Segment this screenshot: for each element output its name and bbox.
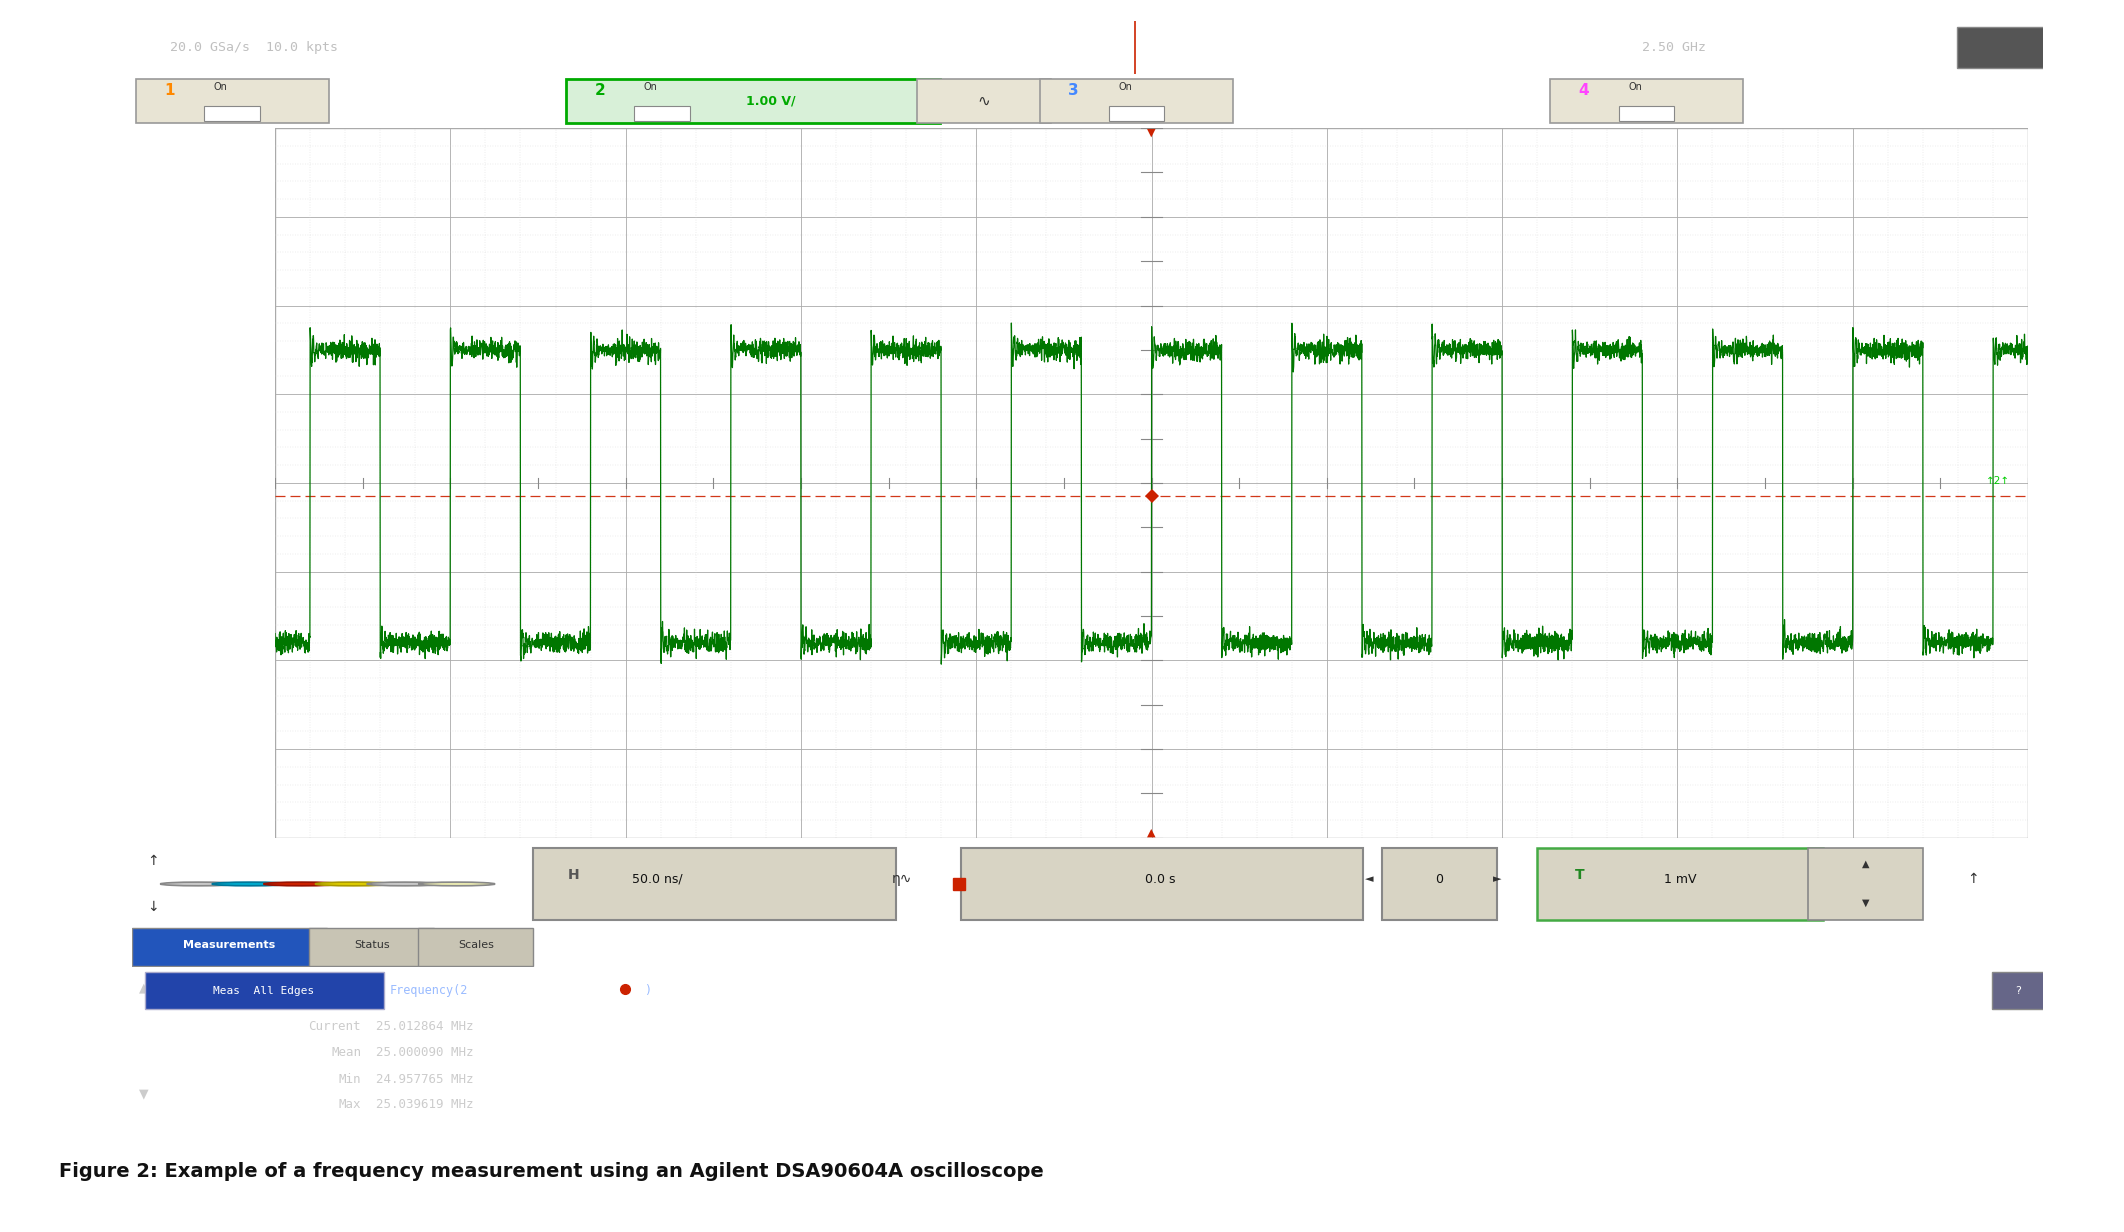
FancyBboxPatch shape: [565, 79, 941, 123]
Text: ↑: ↑: [147, 854, 159, 867]
Text: ↑2↑: ↑2↑: [1986, 476, 2011, 485]
Text: T: T: [1574, 867, 1585, 882]
Text: ↓: ↓: [147, 901, 159, 914]
Text: ◄: ◄: [1364, 875, 1374, 885]
Text: Scales: Scales: [459, 940, 493, 950]
Text: 24.957765 MHz: 24.957765 MHz: [376, 1073, 474, 1085]
Text: 25.039619 MHz: 25.039619 MHz: [376, 1098, 474, 1111]
Text: ?: ?: [2016, 986, 2022, 995]
Text: 1.00 V/: 1.00 V/: [746, 95, 796, 107]
Text: ▲: ▲: [1147, 828, 1155, 838]
FancyBboxPatch shape: [1109, 106, 1164, 121]
Text: 50.0 ns/: 50.0 ns/: [633, 872, 682, 886]
Text: On: On: [1117, 83, 1132, 92]
Text: Max: Max: [338, 1098, 361, 1111]
FancyBboxPatch shape: [962, 848, 1364, 920]
FancyBboxPatch shape: [1618, 106, 1674, 121]
Circle shape: [367, 882, 444, 886]
Text: ▲: ▲: [1863, 859, 1869, 869]
FancyBboxPatch shape: [1383, 848, 1497, 920]
FancyBboxPatch shape: [204, 106, 259, 121]
FancyBboxPatch shape: [918, 79, 1051, 123]
Text: 1 mV: 1 mV: [1663, 872, 1697, 886]
Circle shape: [159, 882, 236, 886]
Circle shape: [212, 882, 289, 886]
Text: Status: Status: [355, 940, 389, 950]
FancyBboxPatch shape: [144, 972, 384, 1009]
FancyBboxPatch shape: [533, 848, 896, 920]
Text: 0: 0: [1436, 872, 1442, 886]
Text: H: H: [567, 867, 580, 882]
FancyBboxPatch shape: [136, 79, 329, 123]
Text: ▼: ▼: [1863, 897, 1869, 908]
FancyBboxPatch shape: [1808, 848, 1922, 920]
Text: 1: 1: [164, 83, 174, 97]
Circle shape: [263, 882, 340, 886]
Text: ∿: ∿: [977, 94, 990, 108]
Text: ): ): [644, 984, 652, 997]
Text: Measurements: Measurements: [183, 940, 276, 950]
Text: Mean: Mean: [331, 1046, 361, 1060]
Circle shape: [418, 882, 495, 886]
Text: 25.000090 MHz: 25.000090 MHz: [376, 1046, 474, 1060]
Text: Frequency(2: Frequency(2: [391, 984, 467, 997]
Text: 4: 4: [1578, 83, 1589, 97]
Text: On: On: [215, 83, 227, 92]
Text: 3: 3: [1068, 83, 1079, 97]
Text: 2: 2: [595, 83, 605, 97]
FancyBboxPatch shape: [1039, 79, 1232, 123]
Text: 0.0 s: 0.0 s: [1145, 872, 1175, 886]
Text: ▲: ▲: [140, 982, 149, 994]
FancyBboxPatch shape: [1956, 27, 2050, 68]
Text: —: —: [1999, 42, 2007, 53]
Text: ►: ►: [1493, 875, 1502, 885]
Circle shape: [314, 882, 391, 886]
FancyBboxPatch shape: [132, 928, 327, 966]
FancyBboxPatch shape: [418, 928, 533, 966]
FancyBboxPatch shape: [1536, 848, 1822, 920]
FancyBboxPatch shape: [310, 928, 433, 966]
Text: On: On: [644, 83, 658, 92]
Text: Current: Current: [308, 1020, 361, 1032]
Text: 2.50 GHz: 2.50 GHz: [1642, 41, 1706, 54]
Text: ▼: ▼: [1147, 128, 1155, 138]
FancyBboxPatch shape: [1992, 972, 2045, 1009]
Text: ↑: ↑: [1967, 872, 1977, 886]
Text: On: On: [1629, 83, 1642, 92]
Text: ▼: ▼: [140, 1088, 149, 1100]
Text: 20.0 GSa/s  10.0 kpts: 20.0 GSa/s 10.0 kpts: [170, 41, 338, 54]
Text: Meas  All Edges: Meas All Edges: [212, 986, 314, 995]
Text: Min: Min: [338, 1073, 361, 1085]
Text: Figure 2: Example of a frequency measurement using an Agilent DSA90604A oscillos: Figure 2: Example of a frequency measure…: [59, 1162, 1045, 1180]
Text: 25.012864 MHz: 25.012864 MHz: [376, 1020, 474, 1032]
FancyBboxPatch shape: [1551, 79, 1744, 123]
Text: η∿: η∿: [892, 872, 911, 886]
FancyBboxPatch shape: [635, 106, 690, 121]
